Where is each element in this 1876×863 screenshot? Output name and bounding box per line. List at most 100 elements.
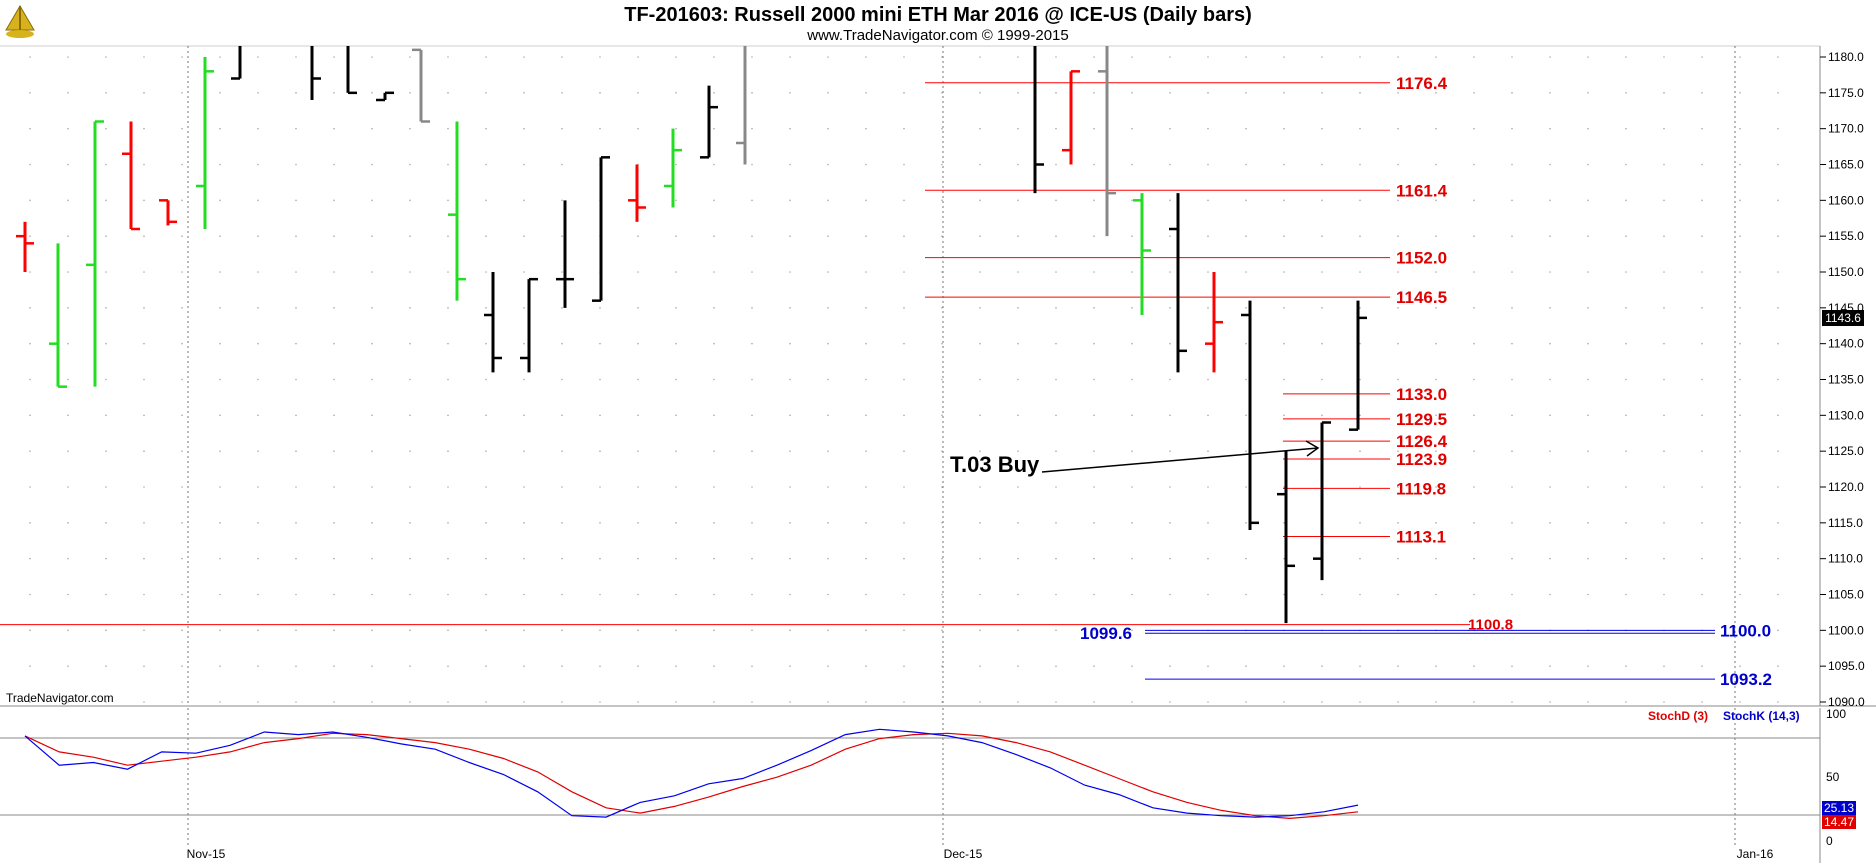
grid-dot — [67, 414, 69, 417]
grid-dot — [295, 342, 297, 345]
grid-dot — [485, 378, 487, 381]
grid-dot — [827, 92, 829, 94]
grid-dot — [865, 414, 867, 417]
grid-dot — [1701, 701, 1703, 703]
grid-dot — [1777, 593, 1779, 596]
grid-dot — [1245, 378, 1247, 381]
grid-dot — [1017, 522, 1019, 524]
grid-dot — [1549, 450, 1551, 452]
grid-dot — [105, 557, 107, 560]
grid-dot — [257, 486, 259, 488]
grid-dot — [1473, 307, 1475, 309]
grid-dot — [1207, 271, 1209, 273]
grid-dot — [941, 414, 943, 417]
ohlc-bar — [1169, 193, 1187, 373]
grid-dot — [371, 342, 373, 345]
grid-dot — [1131, 378, 1133, 381]
grid-dot — [1055, 593, 1057, 596]
grid-dot — [219, 665, 221, 667]
grid-dot — [1245, 307, 1247, 309]
grid-dot — [751, 342, 753, 345]
grid-dot — [1701, 557, 1703, 560]
price-bars — [16, 46, 1367, 624]
grid-dot — [1321, 235, 1323, 237]
grid-dot — [371, 92, 373, 94]
grid-dot — [1587, 199, 1589, 202]
grid-dot — [1777, 163, 1779, 166]
grid-dot — [181, 701, 183, 703]
grid-dot — [29, 199, 31, 202]
grid-dot — [1131, 557, 1133, 560]
grid-dot — [865, 665, 867, 667]
grid-dot — [67, 378, 69, 381]
grid-dot — [561, 307, 563, 309]
grid-dot — [599, 486, 601, 488]
grid-dot — [827, 486, 829, 488]
grid-dot — [1625, 414, 1627, 417]
grid-dot — [1207, 701, 1209, 703]
grid-dot — [599, 593, 601, 596]
grid-dot — [1435, 199, 1437, 202]
month-separators — [187, 46, 1736, 706]
grid-dot — [1017, 163, 1019, 166]
grid-dot — [1245, 557, 1247, 560]
grid-dot — [903, 271, 905, 273]
y-tick-label: 1155.0 — [1828, 229, 1864, 243]
grid-dot — [333, 486, 335, 488]
grid-dot — [257, 450, 259, 452]
grid-dot — [1701, 414, 1703, 417]
grid-dot — [1359, 92, 1361, 94]
grid-dot — [941, 522, 943, 524]
grid-dot — [979, 271, 981, 273]
grid-dot — [409, 414, 411, 417]
grid-dot — [143, 378, 145, 381]
grid-dot — [1093, 342, 1095, 345]
grid-dot — [1397, 271, 1399, 273]
grid-dot — [67, 342, 69, 345]
y-tick-label: 1180.0 — [1828, 50, 1864, 64]
grid-dot — [1093, 271, 1095, 273]
grid-dot — [295, 235, 297, 237]
grid-dot — [219, 92, 221, 94]
grid-dot — [1245, 701, 1247, 703]
grid-dot — [827, 701, 829, 703]
grid-dot — [181, 629, 183, 632]
grid-dot — [561, 557, 563, 560]
grid-dot — [1055, 665, 1057, 667]
grid-dot — [637, 271, 639, 273]
grid-dot — [1055, 127, 1057, 130]
grid-dot — [1131, 199, 1133, 202]
grid-dot — [333, 414, 335, 417]
stoch-d-last-box — [1822, 815, 1856, 829]
grid-dot — [751, 271, 753, 273]
grid-dot — [1321, 414, 1323, 417]
grid-dot — [1093, 629, 1095, 632]
grid-dot — [675, 665, 677, 667]
grid-dot — [143, 199, 145, 202]
grid-dot — [1093, 486, 1095, 488]
grid-dot — [105, 593, 107, 596]
grid-dot — [1245, 163, 1247, 166]
grid-dot — [1549, 56, 1551, 58]
buy-annotation: T.03 Buy — [950, 440, 1320, 477]
grid-dot — [637, 593, 639, 596]
ohlc-bar — [1098, 46, 1116, 237]
grid-dot — [523, 450, 525, 452]
grid-dot — [1207, 307, 1209, 309]
grid-dot — [181, 522, 183, 524]
grid-dot — [751, 629, 753, 632]
grid-dot — [561, 163, 563, 166]
grid-dot — [1587, 665, 1589, 667]
grid-dot — [1397, 414, 1399, 417]
grid-dot — [1625, 56, 1627, 58]
grid-dot — [29, 486, 31, 488]
grid-dot — [675, 56, 677, 58]
grid-dot — [1473, 450, 1475, 452]
grid-dot — [295, 486, 297, 488]
grid-dot — [1359, 271, 1361, 273]
grid-dot — [1701, 199, 1703, 202]
grid-dot — [1321, 92, 1323, 94]
grid-dot — [67, 163, 69, 166]
grid-dot — [1587, 378, 1589, 381]
stoch-month-separators — [187, 708, 1736, 845]
